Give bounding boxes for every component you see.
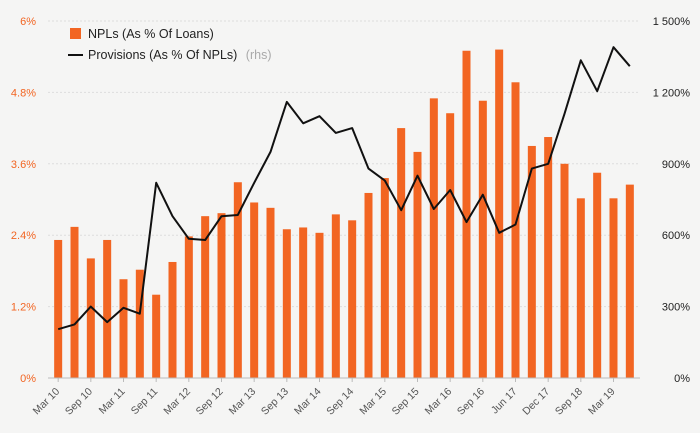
provisions-line-group: [57, 46, 631, 331]
npl-bars: [54, 49, 634, 379]
y-left-tick-label: 4.8%: [11, 87, 36, 99]
npl-bar: [511, 82, 520, 378]
npl-bar: [397, 128, 406, 378]
npl-bar: [266, 207, 275, 378]
y-left-tick-label: 0%: [20, 373, 36, 385]
npl-bar: [495, 49, 504, 379]
legend-npl-swatch: [70, 28, 81, 39]
legend-provisions-text: Provisions (As % Of NPLs) (rhs): [88, 46, 272, 63]
provisions-line: [57, 46, 631, 331]
npl-bar: [462, 50, 471, 378]
npl-bar: [593, 172, 602, 378]
x-tick-label: Mar 10: [31, 386, 63, 418]
x-tick-label: Sep 18: [553, 386, 585, 418]
y-right-tick-label: 900%: [662, 159, 690, 171]
legend-npl-label: NPLs (As % Of Loans): [88, 27, 214, 41]
x-tick-label: Mar 16: [423, 386, 455, 418]
npl-bar: [217, 213, 226, 378]
npl-bar: [152, 294, 161, 378]
y-left-tick-label: 3.6%: [11, 159, 36, 171]
npl-bar: [184, 236, 193, 378]
x-tick-label: Sep 12: [194, 386, 226, 418]
x-tick-label: Sep 14: [324, 386, 356, 418]
x-tick-label: Mar 15: [357, 386, 389, 418]
npl-bar: [413, 151, 422, 378]
npl-bar: [380, 178, 389, 378]
npl-bar: [201, 216, 210, 378]
y-left-tick-label: 6%: [20, 16, 36, 28]
y-left-tick-label: 2.4%: [11, 230, 36, 242]
x-tick-label: Sep 13: [259, 386, 291, 418]
x-tick-label: Mar 11: [97, 386, 128, 417]
npl-bar: [331, 214, 340, 378]
npl-bar: [70, 226, 79, 378]
npl-bar: [625, 184, 634, 378]
npl-bar: [576, 198, 585, 378]
x-tick-label: Mar 13: [227, 386, 259, 418]
y-right-tick-label: 1 500%: [653, 16, 691, 28]
npl-bar: [250, 202, 259, 378]
npl-bar: [348, 220, 357, 378]
x-tick-label: Mar 19: [586, 386, 618, 418]
npl-bar: [168, 261, 177, 378]
x-tick-label: Sep 16: [455, 386, 487, 418]
npl-bar: [544, 137, 553, 378]
y-right-tick-label: 1 200%: [653, 87, 691, 99]
x-tick-label: Sep 11: [129, 386, 161, 418]
npl-bar: [446, 113, 455, 378]
y-right-tick-label: 600%: [662, 230, 690, 242]
gridlines: [48, 20, 640, 308]
y-left-tick-label: 1.2%: [11, 302, 36, 314]
npl-bar: [233, 182, 242, 378]
npl-bar: [609, 198, 618, 378]
x-tick-label: Sep 10: [63, 386, 95, 418]
npl-bar: [315, 232, 324, 378]
legend: NPLs (As % Of Loans) Provisions (As % Of…: [68, 27, 272, 63]
x-tick-label: Mar 12: [161, 386, 193, 418]
x-tick-label: Dec 17: [520, 386, 552, 418]
npl-bar: [54, 239, 63, 378]
npl-bar: [429, 98, 438, 378]
y-right-tick-label: 0%: [674, 373, 690, 385]
npl-bar: [364, 192, 373, 378]
npl-bar: [86, 258, 95, 378]
npl-bar: [119, 279, 128, 378]
x-tick-label: Sep 15: [390, 386, 422, 418]
npl-bar: [560, 163, 569, 378]
x-tick-label: Mar 14: [292, 386, 324, 418]
legend-provisions-note: (rhs): [246, 48, 272, 62]
npl-bar: [135, 269, 144, 378]
y-right-tick-label: 300%: [662, 302, 690, 314]
x-tick-label: Jun 17: [489, 386, 520, 417]
npl-bar: [103, 239, 112, 378]
npl-bar: [478, 100, 487, 378]
npl-bar: [282, 229, 291, 378]
legend-provisions-label: Provisions (As % Of NPLs): [88, 48, 237, 62]
npl-bar: [299, 227, 308, 378]
npl-bar: [527, 145, 536, 378]
